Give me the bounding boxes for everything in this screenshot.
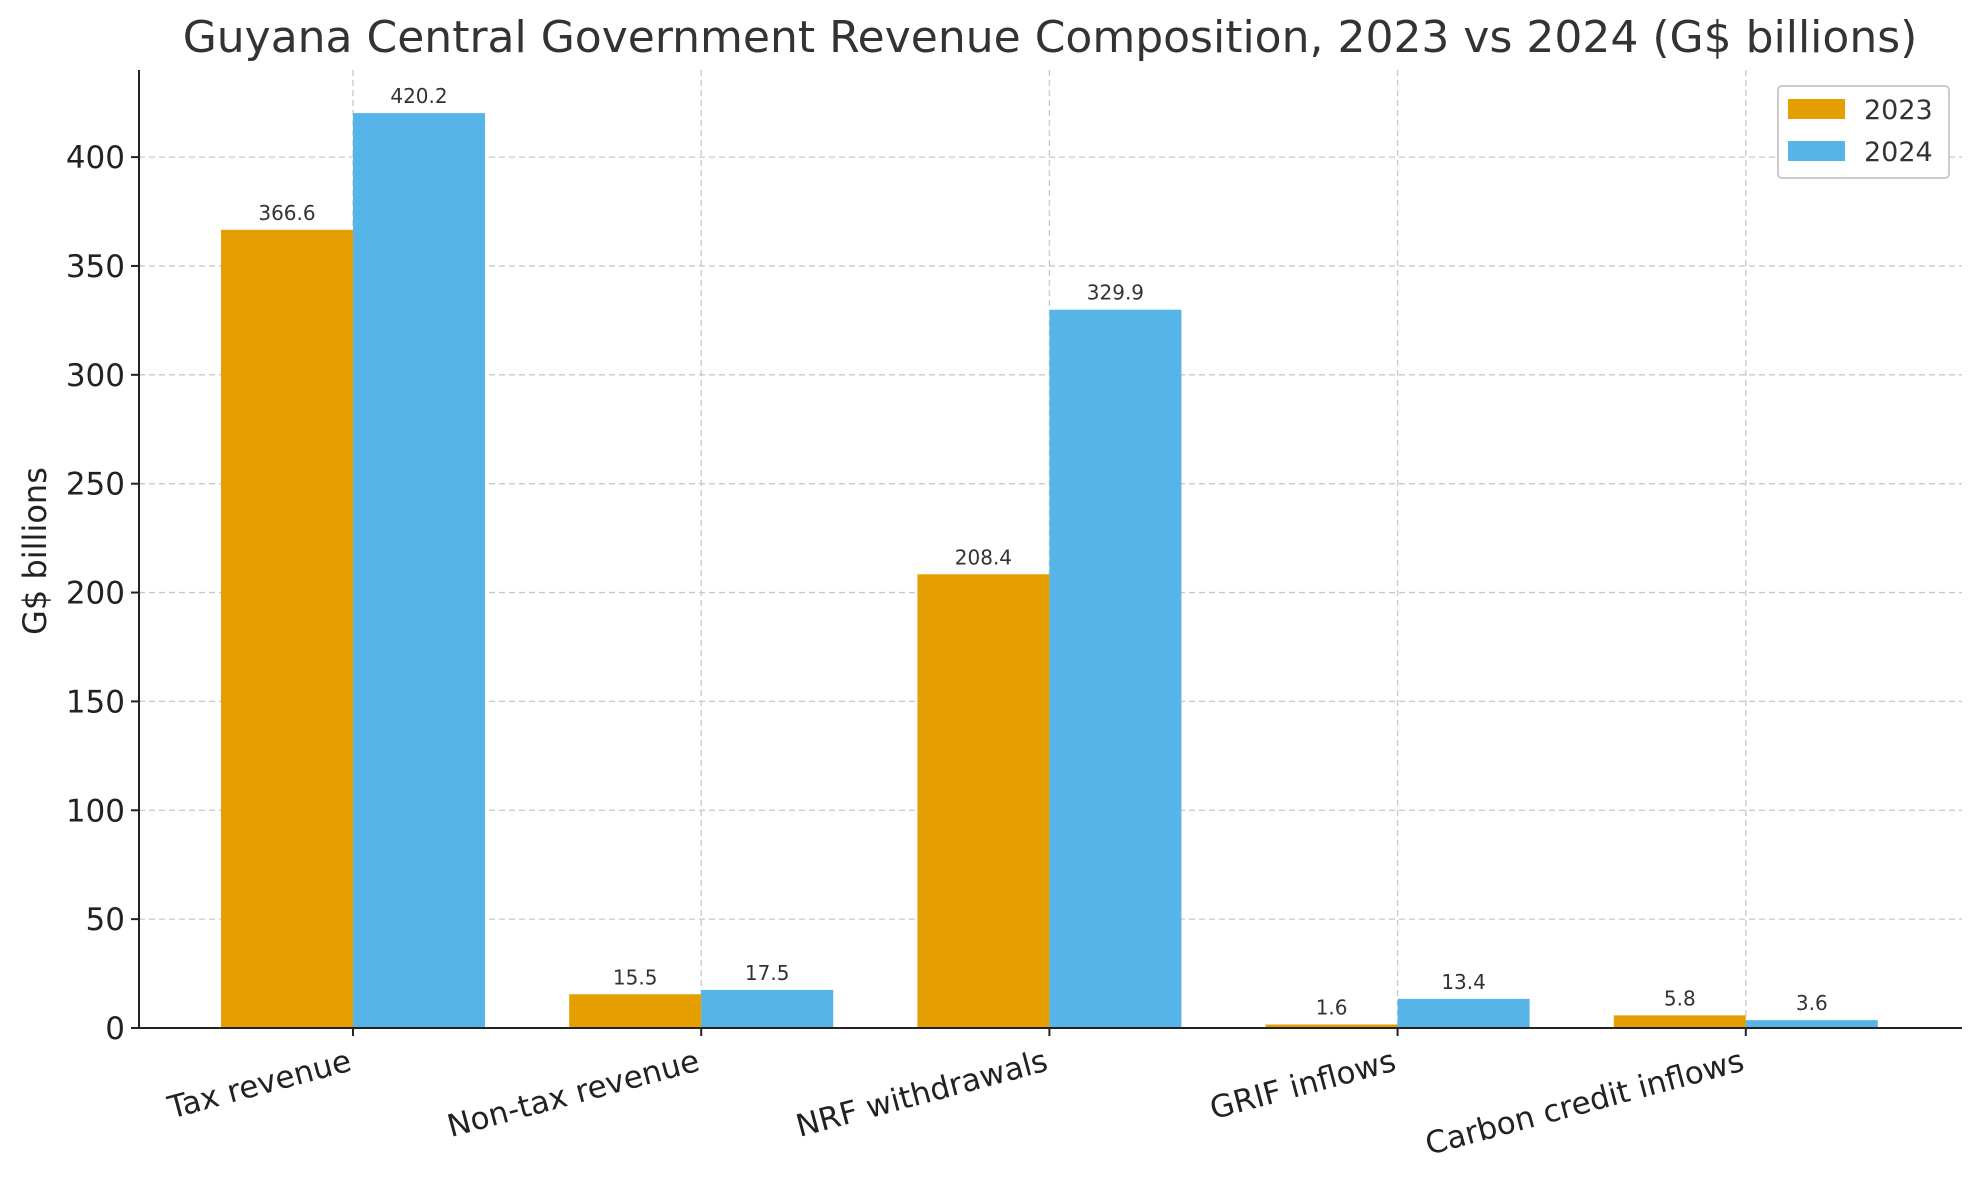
bar-2023-4	[1613, 1015, 1746, 1028]
y-tick-label: 300	[66, 358, 125, 394]
data-label: 17.5	[745, 961, 790, 985]
legend: 2023 2024	[1777, 85, 1950, 179]
y-tick-label: 400	[66, 140, 125, 176]
bar-2023-0	[221, 229, 353, 1028]
data-label: 1.6	[1316, 996, 1348, 1020]
data-labels: 366.6 15.5 208.4 1.6 5.8 420.2 17.5 329.9 13.4 3.…	[258, 84, 1827, 1019]
y-axis-label: G$ billions	[16, 467, 54, 635]
legend-label: 2023	[1864, 95, 1933, 126]
bar-2023-1	[569, 994, 702, 1028]
legend-swatch	[1788, 99, 1845, 119]
data-label: 329.9	[1087, 281, 1144, 305]
x-tick-label: Tax revenue	[163, 1043, 355, 1127]
y-tick-label: 50	[86, 902, 125, 938]
y-tick-label: 250	[66, 467, 125, 503]
bar-2024-1	[701, 989, 834, 1028]
legend-swatch	[1788, 141, 1845, 161]
x-tick-label: Carbon credit inflows	[1421, 1043, 1747, 1163]
bar-2023-3	[1265, 1024, 1398, 1028]
bar-2024-4	[1745, 1020, 1878, 1028]
chart-title: Guyana Central Government Revenue Compos…	[183, 12, 1918, 63]
data-label: 13.4	[1441, 970, 1486, 994]
bar-2024-2	[1049, 309, 1182, 1028]
data-label: 15.5	[613, 965, 658, 989]
bar-2024-3	[1397, 998, 1530, 1028]
data-label: 3.6	[1796, 991, 1828, 1015]
x-tick-label: NRF withdrawals	[792, 1043, 1051, 1145]
x-tick-label: GRIF inflows	[1206, 1043, 1399, 1127]
bar-2023-2	[917, 574, 1050, 1028]
bar-2024-0	[353, 113, 485, 1029]
data-label: 366.6	[258, 201, 315, 225]
data-label: 5.8	[1664, 986, 1696, 1010]
y-tick-label: 100	[66, 793, 125, 829]
data-label: 208.4	[955, 545, 1012, 569]
y-tick-label: 200	[66, 576, 125, 612]
x-tick-label: Non-tax revenue	[444, 1043, 704, 1145]
bars	[221, 113, 1878, 1029]
data-label: 420.2	[390, 84, 447, 108]
y-tick-label: 0	[105, 1011, 125, 1047]
legend-label: 2024	[1864, 137, 1933, 168]
y-tick-label: 350	[66, 249, 125, 285]
y-tick-label: 150	[66, 684, 125, 720]
